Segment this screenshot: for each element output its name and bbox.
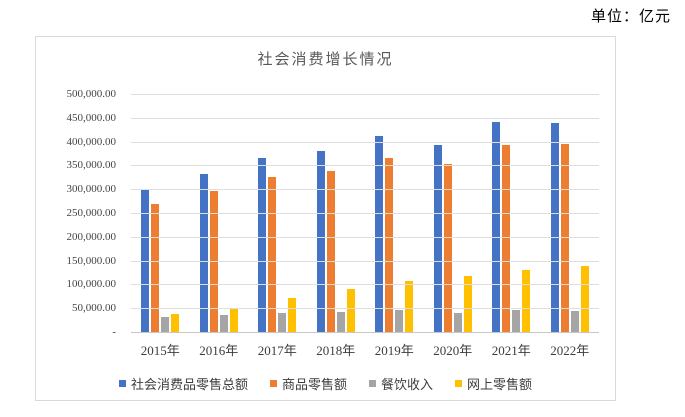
legend-swatch-icon — [118, 380, 126, 387]
legend-label: 网上零售额 — [467, 377, 533, 392]
bar — [151, 204, 160, 332]
gridline — [131, 213, 599, 214]
bar — [288, 297, 297, 332]
legend-label: 社会消费品零售总额 — [130, 377, 248, 392]
y-axis-tick-label: - — [112, 326, 116, 338]
x-axis-tick-label: 2017年 — [257, 343, 297, 358]
bar — [375, 136, 384, 332]
bar-group-2018年 — [307, 94, 366, 332]
bar — [326, 171, 335, 332]
y-axis-tick-label: 450,000.00 — [66, 111, 117, 124]
bar — [385, 158, 394, 332]
bar — [268, 176, 277, 332]
legend-item: 社会消费品零售总额 — [118, 374, 248, 393]
gridline — [131, 141, 599, 143]
bar — [453, 313, 462, 332]
gridline — [131, 284, 599, 286]
gridline — [131, 260, 599, 262]
bar — [229, 307, 238, 332]
bar — [502, 144, 511, 332]
bar — [199, 173, 208, 332]
bar — [346, 289, 355, 332]
bar-group-2019年 — [365, 94, 424, 332]
y-axis-tick-label: 500,000.00 — [66, 88, 117, 100]
legend-swatch-icon — [369, 380, 376, 387]
chart-container: 社会消费增长情况 500,000.00 450,000.00 400,000.00 3… — [35, 36, 616, 401]
bar — [395, 309, 404, 332]
bar — [316, 150, 325, 332]
y-axis-tick-label: 50,000.00 — [72, 302, 116, 315]
gridline — [131, 308, 599, 310]
bar — [492, 122, 501, 332]
legend-swatch-icon — [269, 380, 277, 387]
bar — [258, 157, 267, 332]
y-axis-tick-label: 100,000.00 — [66, 278, 117, 291]
x-axis-tick-label: 2021年 — [491, 343, 531, 358]
bar — [550, 122, 559, 332]
legend-label: 商品零售额 — [281, 377, 347, 392]
bars-row — [131, 94, 599, 332]
bar — [219, 315, 228, 332]
bar-group-2022年 — [541, 94, 600, 332]
y-axis-tick-label: 250,000.00 — [66, 207, 117, 219]
bar — [171, 313, 180, 332]
bar — [161, 316, 170, 332]
x-axis-tick-label: 2020年 — [433, 343, 473, 358]
x-axis: 2015年 2016年 2017年 2018年 2019年 2020年 2021年 2022年 — [131, 340, 599, 359]
y-axis-tick-label: 200,000.00 — [66, 230, 117, 243]
bar — [570, 311, 579, 332]
bar-group-2020年 — [424, 94, 483, 332]
y-axis-tick-label: 350,000.00 — [66, 159, 117, 172]
gridline — [131, 189, 599, 191]
bar — [580, 266, 589, 332]
legend-label: 餐饮收入 — [381, 377, 434, 392]
plot-area — [131, 94, 599, 333]
bar — [278, 313, 287, 332]
y-axis-tick-label: 300,000.00 — [66, 183, 117, 196]
legend-item: 餐饮收入 — [369, 374, 433, 393]
legend-swatch-icon — [455, 380, 463, 387]
legend: 社会消费品零售总额 商品零售额 餐饮收入 网上零售额 — [36, 374, 615, 393]
x-axis-tick-label: 2019年 — [374, 343, 414, 358]
legend-item: 网上零售额 — [455, 374, 532, 393]
y-axis-tick-label: 400,000.00 — [66, 135, 117, 148]
bar — [522, 269, 531, 332]
x-axis-tick-label: 2015年 — [140, 343, 180, 358]
bar — [405, 281, 414, 332]
bar — [560, 143, 569, 332]
unit-label: 单位：亿元 — [590, 9, 671, 25]
legend-item: 商品零售额 — [269, 374, 347, 393]
x-axis-tick-label: 2022年 — [550, 343, 590, 358]
bar — [512, 309, 521, 332]
bar-group-2021年 — [482, 94, 541, 332]
gridline — [131, 117, 599, 119]
bar — [443, 164, 452, 332]
chart-title: 社会消费增长情况 — [257, 52, 394, 68]
gridline — [131, 94, 599, 95]
y-axis-tick-label: 150,000.00 — [66, 254, 117, 267]
bar — [433, 145, 442, 332]
gridline — [131, 236, 599, 238]
x-axis-tick-label: 2016年 — [199, 343, 239, 358]
y-axis: 500,000.00 450,000.00 400,000.00 350,000.00… — [36, 88, 117, 338]
bar — [463, 276, 472, 332]
bar — [336, 311, 345, 332]
bar-group-2017年 — [248, 94, 307, 332]
bar-group-2015年 — [131, 94, 190, 332]
bar — [141, 188, 150, 332]
gridline — [131, 165, 599, 167]
x-axis-tick-label: 2018年 — [316, 343, 356, 358]
